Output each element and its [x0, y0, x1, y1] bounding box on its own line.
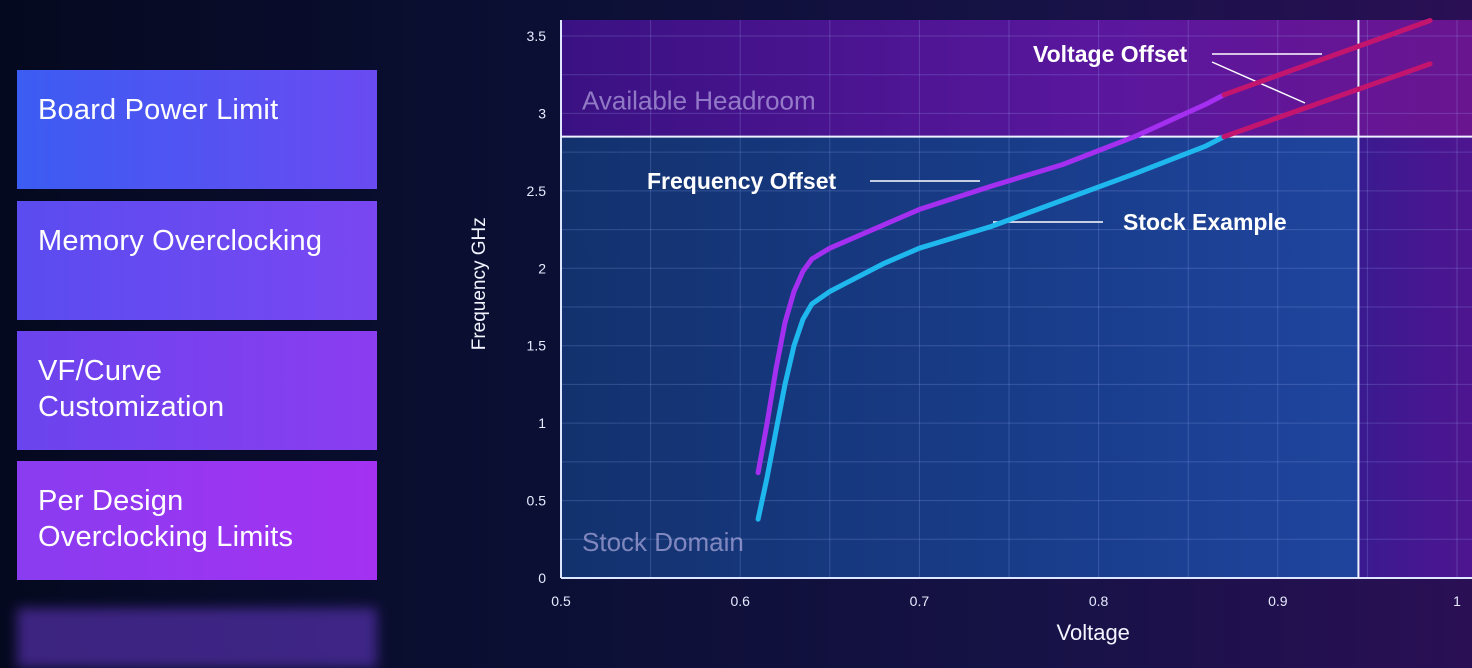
- stock-region: [561, 136, 1359, 578]
- x-tick-label: 1: [1453, 593, 1461, 609]
- y-tick-label: 2.5: [527, 183, 547, 199]
- memory-overclocking-card[interactable]: Memory Overclocking: [17, 201, 377, 320]
- y-tick-label: 0: [538, 570, 546, 586]
- x-axis-label: Voltage: [1057, 620, 1130, 645]
- y-tick-label: 2: [538, 260, 546, 276]
- per-design-overclocking-limits-card[interactable]: Per Design Overclocking Limits: [17, 461, 377, 580]
- y-tick-label: 3.5: [527, 28, 547, 44]
- voltage-offset-annotation: Voltage Offset: [1033, 41, 1188, 67]
- frequency-offset-curve: [755, 92, 1227, 476]
- stock-example-curve: [755, 134, 1227, 522]
- x-tick-label: 0.6: [730, 593, 750, 609]
- y-tick-label: 1.5: [527, 338, 547, 354]
- y-axis-label: Frequency GHz: [469, 217, 490, 350]
- stock-example-annotation: Stock Example: [1123, 209, 1287, 235]
- voltage-offset-curve-upper: [1221, 18, 1433, 98]
- card-label: Per Design Overclocking Limits: [38, 485, 294, 553]
- voltage-offset-curve-lower: [1221, 61, 1433, 140]
- x-tick-label: 0.9: [1268, 593, 1288, 609]
- card-label: Memory Overclocking: [38, 225, 323, 257]
- x-tick-label: 0.8: [1089, 593, 1109, 609]
- card-label: Board Power Limit: [38, 94, 279, 126]
- vf-curve-customization-card[interactable]: VF/Curve Customization: [17, 331, 377, 450]
- y-tick-label: 1: [538, 415, 546, 431]
- y-tick-label: 0.5: [527, 493, 547, 509]
- stock-region-label: Stock Domain: [582, 527, 744, 557]
- frequency-offset-annotation: Frequency Offset: [647, 168, 836, 194]
- board-power-limit-card[interactable]: Board Power Limit: [17, 70, 377, 189]
- y-tick-label: 3: [538, 105, 546, 121]
- headroom-region-label: Available Headroom: [582, 86, 816, 116]
- x-tick-label: 0.7: [910, 593, 930, 609]
- headroom-region: [561, 20, 1472, 137]
- x-tick-label: 0.5: [551, 593, 571, 609]
- card-label: VF/Curve Customization: [38, 355, 225, 423]
- feature-sidebar: Board Power Limit Memory Overclocking VF…: [0, 0, 400, 668]
- overclock-region: [1358, 136, 1472, 578]
